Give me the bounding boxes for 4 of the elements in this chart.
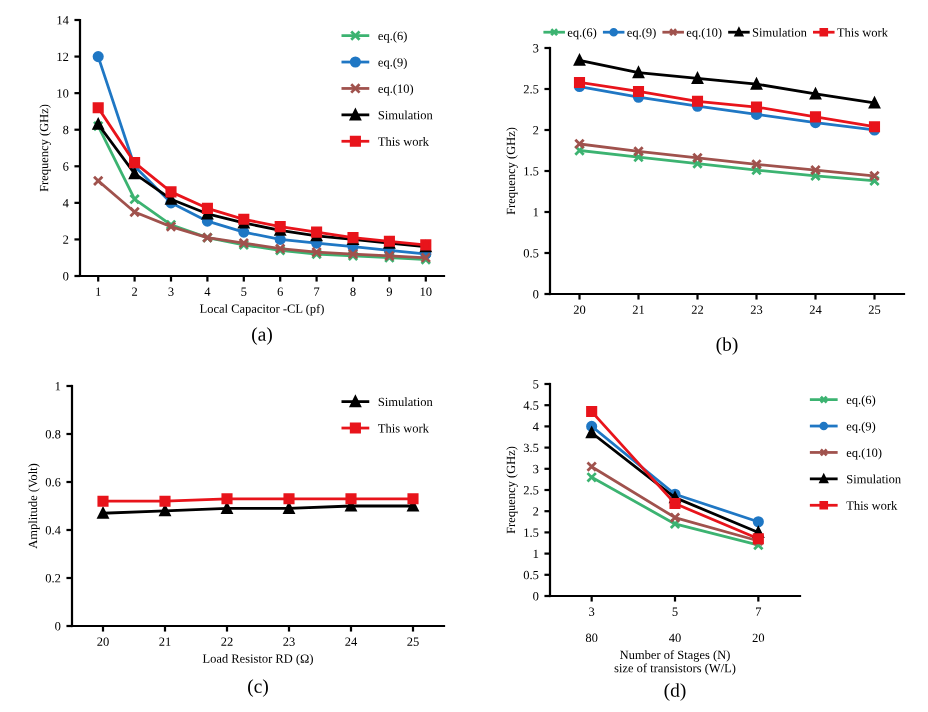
- text: (d): [664, 683, 686, 701]
- text: (a): [252, 327, 272, 345]
- text: (c): [248, 679, 268, 697]
- text: (b): [716, 337, 738, 355]
